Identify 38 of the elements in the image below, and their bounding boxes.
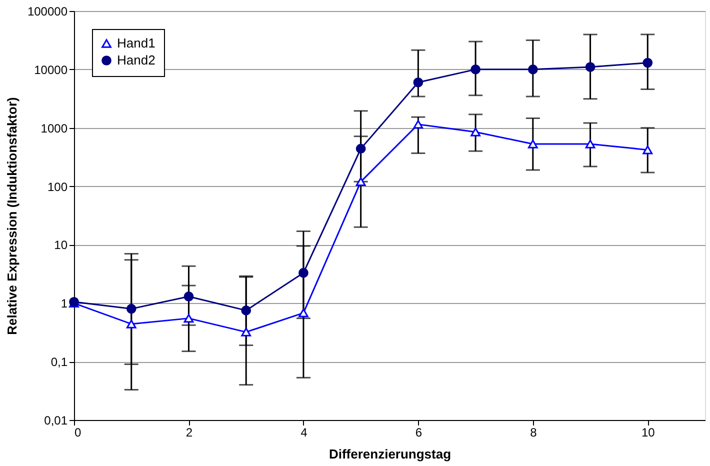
y-tick-label: 10000: [34, 62, 68, 77]
legend-label: Hand1: [117, 36, 156, 50]
y-tick-label: 0,01: [44, 414, 68, 428]
point: [528, 140, 538, 148]
point: [470, 128, 480, 136]
x-tick-label: 8: [530, 426, 538, 440]
point: [642, 58, 653, 68]
x-tick-label: 4: [300, 426, 308, 440]
y-tick-label: 0,1: [50, 355, 68, 370]
x-tick-label: 6: [415, 426, 422, 440]
point: [642, 145, 653, 154]
point: [184, 292, 194, 302]
point: [298, 268, 308, 278]
point: [184, 314, 194, 323]
y-tick-label: 100000: [27, 4, 68, 18]
y-tick-label: 10: [54, 238, 68, 252]
x-tick-label: 10: [641, 426, 656, 440]
legend-label: Hand2: [117, 52, 156, 68]
point: [241, 306, 252, 316]
point: [356, 144, 366, 154]
point: [585, 140, 596, 148]
y-tick-label: 100: [47, 180, 68, 194]
point: [585, 62, 596, 72]
point: [528, 64, 538, 74]
x-axis-title: Differenzierungstag: [328, 446, 452, 462]
point: [241, 328, 252, 336]
point: [356, 177, 366, 186]
point: [126, 304, 136, 314]
y-tick-label: 1: [60, 296, 68, 311]
y-tick-label: 1000: [40, 121, 68, 136]
point: [470, 64, 480, 74]
point: [126, 320, 136, 328]
point: [413, 120, 424, 129]
y-axis-title: Relative Expression (Induktionsfaktor): [4, 97, 20, 335]
point: [413, 77, 424, 88]
point: [298, 308, 308, 318]
x-tick-label: 2: [186, 426, 193, 440]
x-tick-label: 0: [74, 426, 82, 440]
